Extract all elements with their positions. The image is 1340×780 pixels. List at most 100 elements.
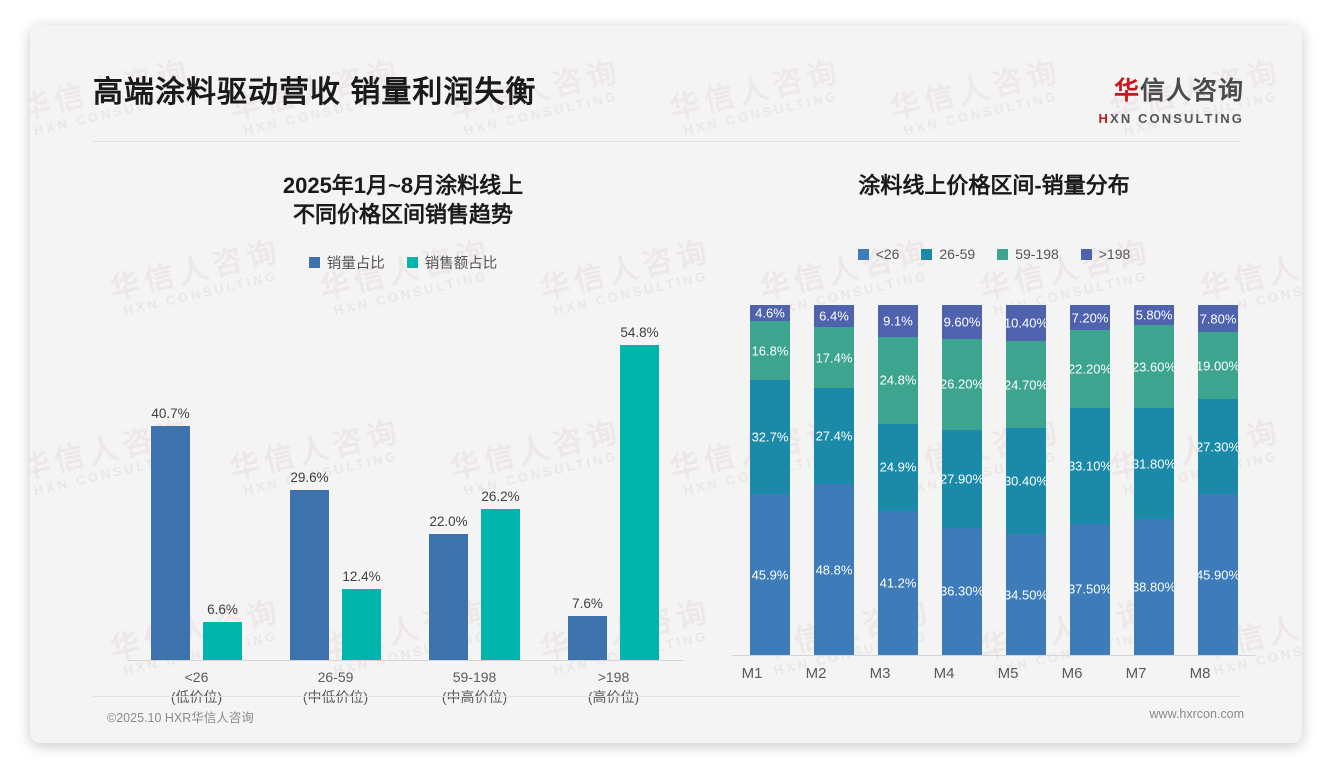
stacked-bar-segment[interactable]: 27.30% — [1198, 398, 1238, 495]
stacked-bar-segment[interactable]: 26.20% — [942, 338, 982, 431]
segment-value-label: 9.1% — [883, 313, 913, 329]
bar[interactable]: 40.7% — [151, 406, 190, 660]
stacked-bar-segment[interactable]: 45.90% — [1198, 494, 1238, 655]
segment-value-label: 32.7% — [751, 429, 789, 445]
stacked-bar-segment[interactable]: 36.30% — [942, 527, 982, 655]
slide-footer: ©2025.10 HXR华信人咨询 www.hxrcon.com — [93, 705, 1244, 729]
slide-header: 高端涂料驱动营收 销量利润失衡 华信人咨询 HXN CONSULTING — [30, 25, 1302, 126]
bar[interactable]: 7.6% — [568, 596, 607, 660]
x-axis-month-label: M7 — [1125, 665, 1147, 682]
stacked-bar-segment[interactable]: 9.60% — [942, 305, 982, 339]
stacked-bar: 41.2% 24.9% 24.8% 9.1% — [878, 305, 918, 655]
legend-item[interactable]: <26 — [857, 246, 899, 262]
stacked-bar-segment[interactable]: 32.7% — [750, 379, 790, 495]
left-chart-title-line1: 2025年1月~8月涂料线上 — [282, 173, 524, 198]
footer-copyright: ©2025.10 HXR华信人咨询 — [107, 711, 254, 725]
x-axis-category-sublabel: (中低价位) — [302, 689, 369, 706]
right-chart-plot-area: 45.9% 32.7% 16.8% 4.6% 48.8% 27.4% 17.4% 6.4% 41… — [738, 305, 1250, 655]
left-chart-plot-area: 40.7% 6.6% 29.6% 12.4% 22.0% 26.2% 7.6% 54.8% — [127, 315, 683, 660]
bar-group: 40.7% 6.6% — [127, 315, 266, 660]
bar[interactable]: 26.2% — [481, 489, 520, 660]
stacked-bar-segment[interactable]: 24.9% — [878, 423, 918, 511]
left-chart-panel: 2025年1月~8月涂料线上 不同价格区间销售趋势 销量占比 销售额占比 40.7… — [93, 155, 713, 715]
stacked-bar-segment[interactable]: 23.60% — [1134, 325, 1174, 408]
stacked-bar-segment[interactable]: 17.4% — [814, 327, 854, 389]
segment-value-label: 36.30% — [942, 583, 982, 599]
stacked-bar-segment[interactable]: 22.20% — [1070, 330, 1110, 408]
legend-label: 销量占比 — [326, 255, 385, 272]
segment-value-label: 26.20% — [942, 376, 982, 392]
stacked-bar-segment[interactable]: 38.80% — [1134, 519, 1174, 655]
bar-value-label: 7.6% — [572, 596, 603, 612]
stacked-bar-segment[interactable]: 16.8% — [750, 321, 790, 380]
stacked-bar-segment[interactable]: 4.6% — [750, 305, 790, 322]
segment-value-label: 9.60% — [943, 314, 981, 330]
stacked-bar: 36.30% 27.90% 26.20% 9.60% — [942, 305, 982, 655]
bar[interactable]: 54.8% — [620, 325, 659, 660]
legend-swatch-icon — [857, 248, 869, 260]
legend-item[interactable]: 59-198 — [997, 246, 1059, 262]
stacked-bar-segment[interactable]: 5.80% — [1134, 305, 1174, 326]
legend-item[interactable]: >198 — [1080, 246, 1130, 262]
bar-value-label: 54.8% — [620, 324, 659, 340]
legend-swatch-icon — [308, 256, 320, 268]
x-axis-category-label: 59-198 (中高价位) — [405, 667, 544, 708]
stacked-bar: 34.50% 30.40% 24.70% 10.40% — [1006, 305, 1046, 655]
legend-swatch-icon — [406, 256, 418, 268]
x-axis-category-label: <26 (低价位) — [127, 667, 266, 708]
segment-value-label: 48.8% — [815, 562, 853, 578]
x-axis-month-label: M5 — [997, 665, 1019, 682]
legend-swatch-icon — [1080, 248, 1092, 260]
x-axis-category-range: 26-59 — [317, 669, 354, 685]
legend-item[interactable]: 销量占比 — [308, 252, 385, 273]
segment-value-label: 38.80% — [1134, 579, 1174, 595]
stacked-bar-segment[interactable]: 48.8% — [814, 484, 854, 655]
left-chart-title-line2: 不同价格区间销售趋势 — [292, 202, 513, 228]
slide-card: 华信人咨询 HXN CONSULTING 华信人咨询 HXN CONSULTING 华信… — [30, 25, 1302, 743]
legend-label: 销售额占比 — [424, 255, 498, 272]
x-axis-category-sublabel: (低价位) — [170, 689, 223, 706]
stacked-bar-segment[interactable]: 6.4% — [814, 305, 854, 328]
stacked-bar-segment[interactable]: 7.20% — [1070, 305, 1110, 331]
stacked-bar-segment[interactable]: 10.40% — [1006, 305, 1046, 342]
bar-group: 29.6% 12.4% — [266, 315, 405, 660]
stacked-bar-segment[interactable]: 45.9% — [750, 494, 790, 655]
x-axis-month-label: M8 — [1189, 665, 1211, 682]
stacked-bar-segment[interactable]: 7.80% — [1198, 305, 1238, 333]
bar[interactable]: 6.6% — [203, 602, 242, 660]
stacked-bar-segment[interactable]: 41.2% — [878, 510, 918, 655]
right-chart-panel: 涂料线上价格区间-销量分布 <26 26-59 59-198 >198 45.9% 32… — [720, 155, 1268, 715]
legend-item[interactable]: 26-59 — [921, 246, 975, 262]
segment-value-label: 5.80% — [1135, 307, 1173, 323]
bar-value-label: 29.6% — [290, 469, 329, 485]
legend-label: 26-59 — [939, 246, 976, 263]
x-axis-month-label: M1 — [741, 665, 763, 682]
bar-value-label: 6.6% — [207, 602, 238, 618]
bar[interactable]: 29.6% — [290, 470, 329, 660]
stacked-bar-segment[interactable]: 34.50% — [1006, 534, 1046, 655]
stacked-bar-segment[interactable]: 31.80% — [1134, 407, 1174, 520]
header-divider — [93, 141, 1241, 142]
segment-value-label: 17.4% — [815, 350, 853, 366]
bar-value-label: 12.4% — [342, 568, 381, 584]
stacked-bar-segment[interactable]: 24.8% — [878, 336, 918, 424]
legend-item[interactable]: 销售额占比 — [406, 252, 498, 273]
bar[interactable]: 22.0% — [429, 514, 468, 660]
segment-value-label: 24.70% — [1006, 377, 1046, 393]
stacked-bar-segment[interactable]: 24.70% — [1006, 341, 1046, 428]
stacked-bar-segment[interactable]: 27.90% — [942, 430, 982, 528]
stacked-bar-segment[interactable]: 19.00% — [1198, 332, 1238, 399]
x-axis-month-label: M4 — [933, 665, 955, 682]
stacked-bar-segment[interactable]: 33.10% — [1070, 407, 1110, 524]
stacked-bar: 48.8% 27.4% 17.4% 6.4% — [814, 305, 854, 655]
stacked-bar-segment[interactable]: 30.40% — [1006, 427, 1046, 535]
stacked-bar-segment[interactable]: 27.4% — [814, 388, 854, 485]
right-chart-title: 涂料线上价格区间-销量分布 — [858, 173, 1130, 198]
stacked-bar-segment[interactable]: 9.1% — [878, 305, 918, 337]
bar-value-label: 40.7% — [151, 405, 190, 421]
bar[interactable]: 12.4% — [342, 569, 381, 660]
segment-value-label: 7.80% — [1199, 311, 1237, 327]
footer-website[interactable]: www.hxrcon.com — [1149, 707, 1244, 721]
stacked-bar-segment[interactable]: 37.50% — [1070, 523, 1110, 655]
stacked-bar: 45.9% 32.7% 16.8% 4.6% — [750, 305, 790, 655]
